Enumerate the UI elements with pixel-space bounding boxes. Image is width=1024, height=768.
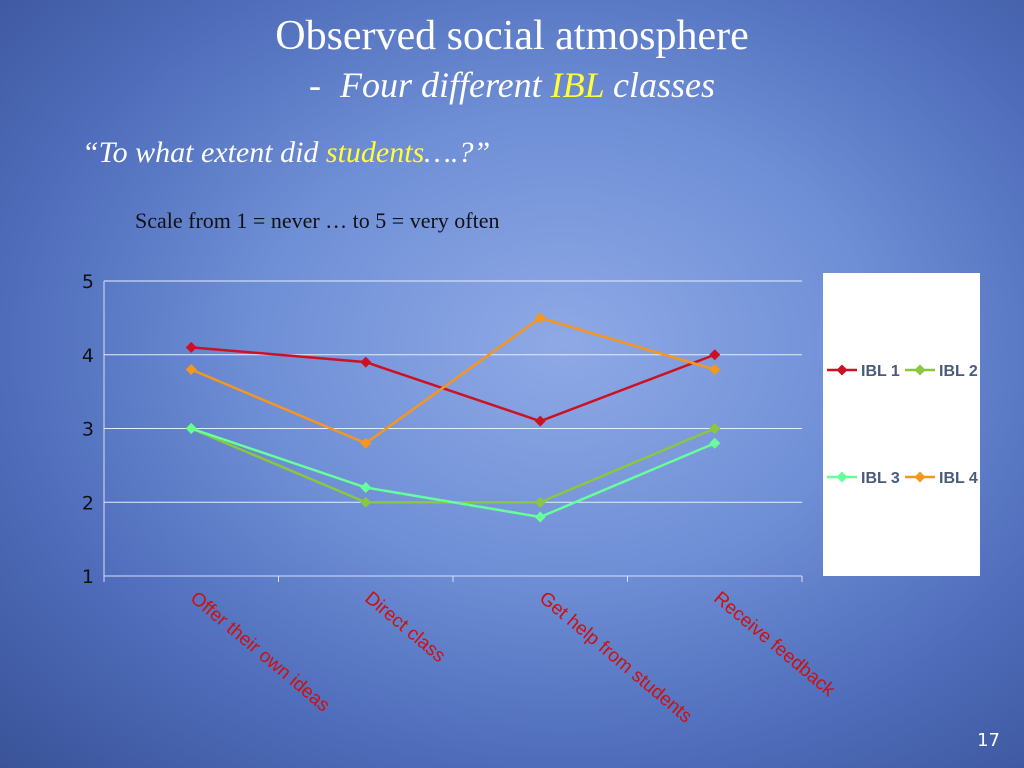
subtitle-pre: Four different <box>340 65 542 105</box>
question-pre: “To what extent did <box>82 136 319 169</box>
legend-canvas: IBL 1 IBL 2 IBL 3 IBL 4 <box>827 363 978 487</box>
data-point <box>534 415 546 427</box>
y-tick-label: 2 <box>82 492 94 514</box>
legend-label: IBL 1 <box>861 363 900 380</box>
y-tick-label: 1 <box>82 566 94 588</box>
legend-label: IBL 3 <box>861 470 900 487</box>
legend-swatch-marker <box>914 471 926 483</box>
data-point <box>360 356 372 368</box>
page-number: 17 <box>977 730 1000 751</box>
data-point <box>709 437 721 449</box>
series-line <box>191 346 716 423</box>
data-point <box>185 341 197 353</box>
x-tick-label: Receive feedback <box>710 588 840 701</box>
x-tick-label: Direct class <box>361 588 450 667</box>
subtitle-post: classes <box>613 65 715 105</box>
x-tick-label: Get help from students <box>535 588 696 728</box>
data-point <box>360 496 372 508</box>
scale-description: Scale from 1 = never … to 5 = very often <box>135 208 500 233</box>
y-tick-label: 5 <box>82 271 94 293</box>
data-point <box>709 423 721 434</box>
series-line <box>190 427 716 504</box>
data-point <box>534 496 546 508</box>
legend-label: IBL 4 <box>939 470 978 487</box>
data-point <box>709 349 721 361</box>
slide-subtitle: - Four different IBL classes <box>0 64 1024 106</box>
y-tick-label: 3 <box>82 419 94 441</box>
data-point <box>185 364 197 375</box>
y-tick-label: 4 <box>82 345 94 367</box>
legend-label: IBL 2 <box>939 363 978 380</box>
data-point <box>360 437 372 449</box>
series-line <box>190 427 716 519</box>
data-point <box>534 312 546 324</box>
chart-legend: IBL 1 IBL 2 IBL 3 IBL 4 <box>823 273 980 576</box>
legend-swatch-marker <box>836 364 848 376</box>
question-highlight: students <box>325 136 425 169</box>
slide-title: Observed social atmosphere <box>275 13 749 59</box>
data-point <box>534 511 546 523</box>
legend-swatch-marker <box>914 364 926 376</box>
series-line <box>190 316 716 445</box>
data-point <box>360 482 372 493</box>
legend-swatch-marker <box>836 471 848 483</box>
subtitle-highlight: IBL <box>550 65 604 105</box>
x-tick-label: Offer their own ideas <box>186 588 334 717</box>
data-point <box>185 423 197 434</box>
subtitle-dash: - <box>309 65 321 105</box>
question-text: “To what extent did students….?” <box>82 136 490 170</box>
data-point <box>709 364 721 375</box>
question-post: ….?” <box>424 136 491 169</box>
